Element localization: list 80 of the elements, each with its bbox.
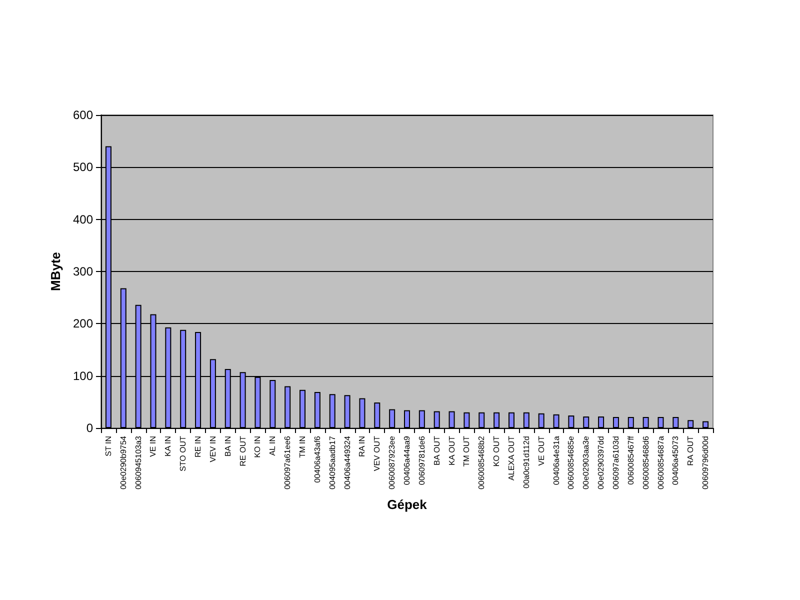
x-tick-label: 00e02903aa3e [582,435,591,490]
x-tick-label: 00609781de6 [417,435,426,485]
x-tick-label: 00406a449324 [342,435,352,490]
bar [553,414,560,428]
bar [702,421,709,428]
bar [418,410,425,428]
bar [642,417,649,428]
bar [314,392,320,428]
x-tick-label: 0060945103a3 [134,435,143,490]
x-axis-title: Gépek [387,497,428,512]
bar [598,416,604,428]
x-tick-label: STO OUT [178,436,188,472]
x-tick-label: 0060087923ee [388,435,397,490]
bar [568,415,574,428]
x-tick-label: VEV IN [208,436,218,462]
x-tick-label: KA OUT [447,436,456,466]
bar [583,416,590,428]
bar [329,394,336,428]
bar [404,410,410,428]
x-tick-label: RE OUT [238,436,248,466]
x-tick-label: VE IN [148,436,158,457]
bar [300,390,306,428]
bar [448,411,455,428]
x-tick-label: 00e0290397dd [596,436,606,490]
x-tick-label: 0060085468d6 [641,435,650,490]
x-tick-label: 00600854685e [566,435,576,490]
bar [270,380,276,428]
bar [658,417,664,428]
bar [359,398,366,428]
x-tick-label: 00600854687a [656,435,666,490]
x-tick-label: RA IN [358,436,367,457]
x-tick-label: 006097a61ee6 [283,435,292,490]
x-tick-label: 00406a43af6 [312,435,322,483]
y-axis-title: MByte [48,252,64,292]
x-tick-label: 00609796d00d [701,436,710,490]
bar [628,417,634,428]
bar [672,417,679,428]
y-tick-label: 300 [72,264,94,278]
bar [389,409,396,428]
x-tick-label: KA IN [164,436,173,456]
bar [688,420,694,428]
bar [538,413,544,428]
x-tick-label: RE IN [194,436,203,458]
x-tick-label: 0060085467ff [626,435,636,485]
bar [494,412,500,428]
x-tick-label: VE OUT [536,436,546,466]
x-tick-label: RA OUT [686,436,696,466]
x-tick-label: BA IN [223,436,232,456]
y-tick-label: 200 [72,316,94,331]
bar [284,386,291,428]
y-tick-label: 600 [72,108,94,122]
bar [344,395,350,428]
x-tick-label: 00e0290b9754 [118,435,128,490]
x-tick-label: 006097a6103d [611,436,620,490]
x-tick-label: KO OUT [492,436,502,467]
x-tick-label: TM IN [298,436,308,458]
x-tick-label: 00406a45073 [671,435,680,485]
x-tick-label: 0060085468b2 [477,435,486,490]
x-tick-label: 00406a44aa9 [402,435,412,485]
bar [612,417,619,428]
x-tick-label: AL IN [268,436,278,456]
bar [464,412,470,428]
x-tick-label: 00406a4e31a [552,435,561,485]
y-tick-label: 500 [72,160,94,174]
x-tick-label: 00a0c91d112d [522,436,531,488]
y-tick-label: 400 [72,212,94,226]
bar [434,411,440,428]
bar [508,412,514,428]
bar [523,412,530,428]
bar [478,412,485,428]
bar [374,402,380,428]
y-tick-label: 100 [72,368,94,383]
x-tick-label: ST IN [104,436,113,456]
y-tick-label: 0 [86,421,94,435]
x-tick-label: BA OUT [432,436,442,466]
x-tick-label: VEV OUT [372,436,382,472]
x-tick-label: KO IN [253,436,262,458]
x-tick-label: 004095aadb17 [328,435,337,490]
x-tick-label: TM OUT [462,436,472,467]
x-tick-label: ALEXA OUT [506,436,516,480]
